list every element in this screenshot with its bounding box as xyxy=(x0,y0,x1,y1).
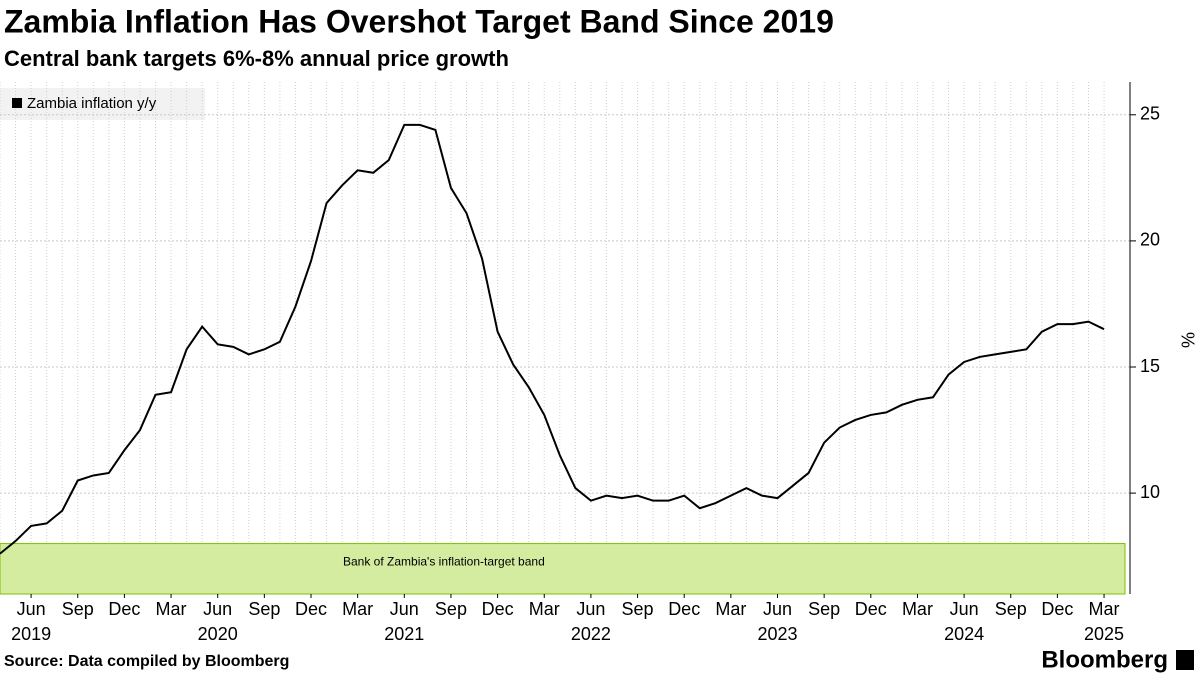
x-tick-label: Jun xyxy=(576,599,605,619)
x-tick-label: Dec xyxy=(668,599,700,619)
x-tick-label: Sep xyxy=(995,599,1027,619)
legend-label: Zambia inflation y/y xyxy=(27,95,157,112)
x-tick-label: Jun xyxy=(763,599,792,619)
x-year-label: 2019 xyxy=(11,624,51,644)
x-year-label: 2020 xyxy=(198,624,238,644)
brand-icon xyxy=(1176,650,1194,670)
x-tick-label: Sep xyxy=(808,599,840,619)
chart-subtitle: Central bank targets 6%-8% annual price … xyxy=(4,46,509,71)
x-tick-label: Dec xyxy=(295,599,327,619)
x-tick-label: Mar xyxy=(715,599,746,619)
y-axis-label: % xyxy=(1177,332,1197,348)
x-tick-label: Jun xyxy=(17,599,46,619)
x-tick-label: Jun xyxy=(950,599,979,619)
x-tick-label: Sep xyxy=(248,599,280,619)
x-tick-label: Mar xyxy=(156,599,187,619)
y-tick-label: 10 xyxy=(1140,482,1160,502)
x-tick-label: Dec xyxy=(855,599,887,619)
y-tick-label: 15 xyxy=(1140,356,1160,376)
source: Source: Data compiled by Bloomberg xyxy=(4,653,289,670)
x-year-label: 2022 xyxy=(571,624,611,644)
x-tick-label: Sep xyxy=(622,599,654,619)
x-tick-label: Jun xyxy=(203,599,232,619)
x-year-label: 2024 xyxy=(944,624,984,644)
x-tick-label: Sep xyxy=(435,599,467,619)
y-tick-label: 25 xyxy=(1140,104,1160,124)
brand: Bloomberg xyxy=(1041,646,1168,673)
legend-swatch xyxy=(12,98,22,108)
x-tick-label: Dec xyxy=(1041,599,1073,619)
target-band xyxy=(0,543,1126,595)
x-tick-label: Mar xyxy=(902,599,933,619)
y-tick-label: 20 xyxy=(1140,230,1160,250)
band-label: Bank of Zambia's inflation-target band xyxy=(343,555,545,569)
x-tick-label: Dec xyxy=(108,599,140,619)
x-year-label: 2021 xyxy=(384,624,424,644)
x-tick-label: Sep xyxy=(62,599,94,619)
x-tick-label: Dec xyxy=(482,599,514,619)
chart-title: Zambia Inflation Has Overshot Target Ban… xyxy=(4,3,834,39)
x-tick-label: Mar xyxy=(529,599,560,619)
x-year-label: 2025 xyxy=(1084,624,1124,644)
series-line xyxy=(0,123,1105,555)
x-tick-label: Jun xyxy=(390,599,419,619)
x-tick-label: Mar xyxy=(1089,599,1120,619)
x-year-label: 2023 xyxy=(757,624,797,644)
x-tick-label: Mar xyxy=(342,599,373,619)
